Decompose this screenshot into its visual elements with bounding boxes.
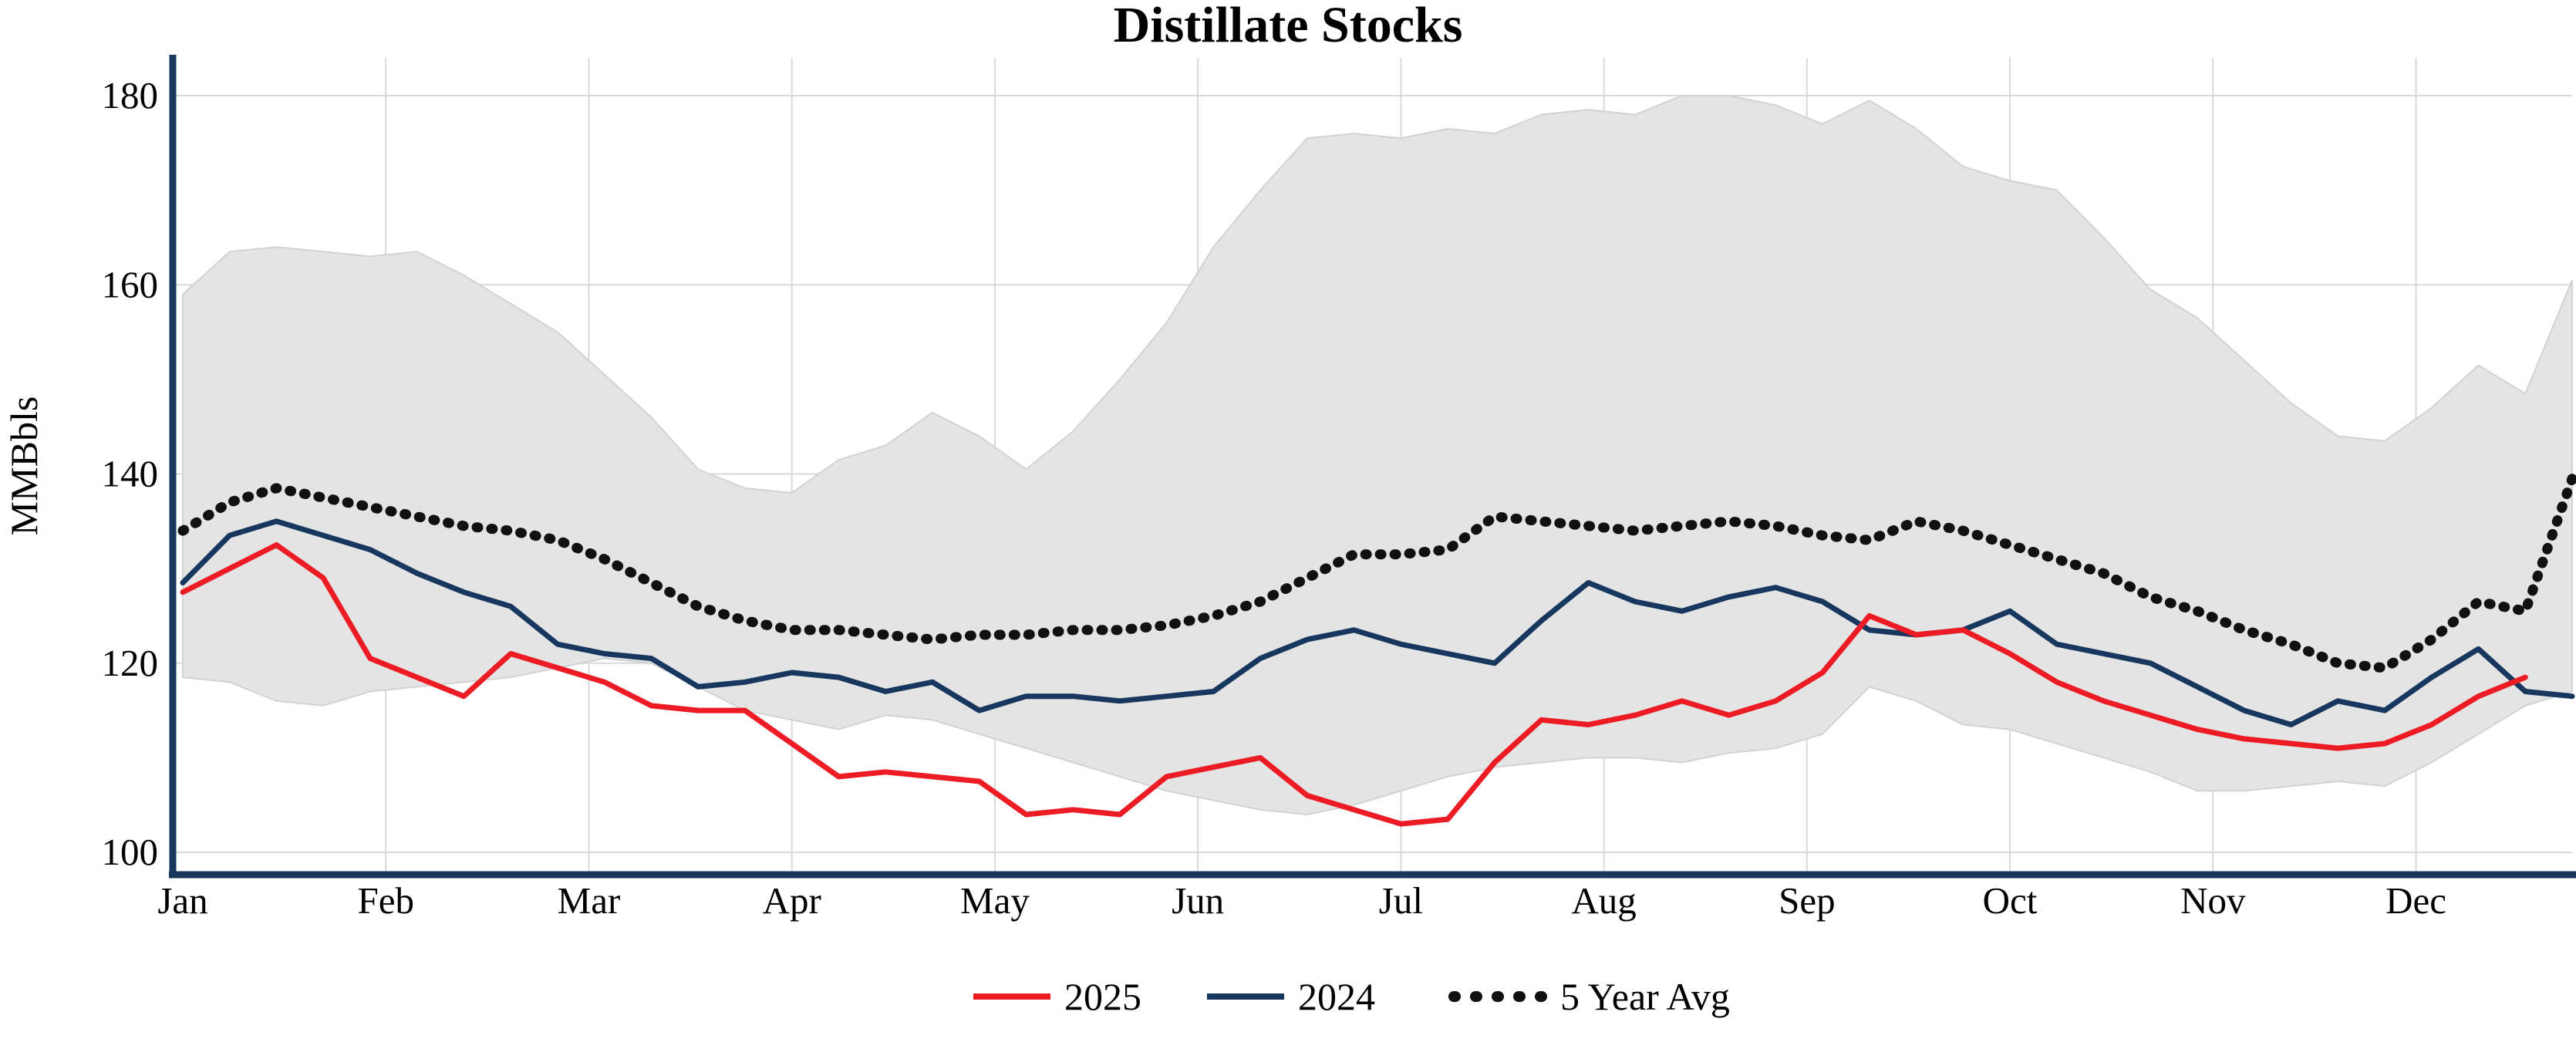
y-tick-label: 160	[102, 263, 159, 305]
x-tick-label: Jan	[157, 879, 207, 922]
series-line-2024	[180, 518, 2575, 727]
x-tick-label: Mar	[558, 879, 621, 922]
legend-label-2024: 2024	[1298, 975, 1375, 1018]
legend-label-2025: 2025	[1064, 975, 1141, 1018]
x-tick-label: Apr	[763, 879, 821, 922]
series-line-2025	[180, 542, 2528, 827]
x-tick-label: Dec	[2385, 879, 2446, 922]
x-tick-label: Sep	[1779, 879, 1836, 922]
x-tick-label: Feb	[357, 879, 414, 922]
legend: 2025 2024 5 Year Avg	[973, 975, 1730, 1018]
x-tick-label: May	[960, 879, 1030, 922]
y-tick-label: 100	[102, 831, 159, 873]
x-tick-label: Aug	[1571, 879, 1636, 922]
legend-label-5-year-avg: 5 Year Avg	[1560, 975, 1730, 1018]
five-year-range-band	[182, 95, 2573, 816]
chart-title: Distillate Stocks	[1114, 0, 1463, 53]
x-tick-label: Nov	[2180, 879, 2246, 922]
x-tick-label: Jul	[1379, 879, 1423, 922]
y-tick-label: 120	[102, 642, 159, 684]
y-tick-label: 140	[102, 453, 159, 495]
x-tick-label: Oct	[1983, 879, 2038, 922]
y-tick-label: 180	[102, 74, 159, 116]
x-tick-label: Jun	[1172, 879, 1224, 922]
series-line-5-year-avg	[177, 474, 2576, 673]
y-axis-title: MMBbls	[2, 396, 46, 536]
plot-area: 100 120 140 160 180 Jan Feb Mar Apr May Jun Jul Aug S…	[102, 55, 2576, 922]
